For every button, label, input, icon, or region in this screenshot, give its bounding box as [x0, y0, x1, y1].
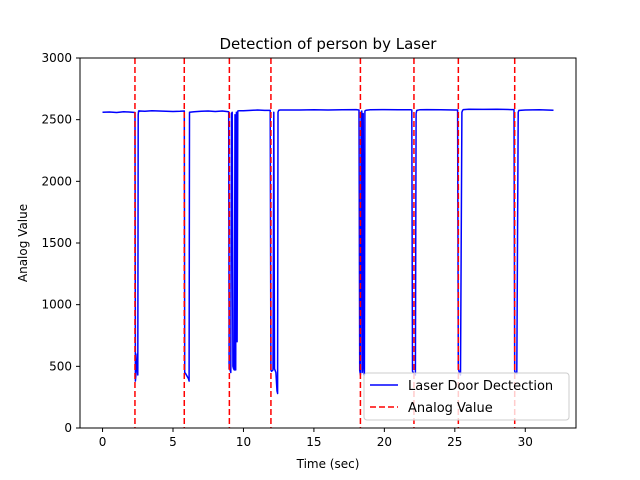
series-layer	[102, 58, 554, 428]
plot-background	[80, 58, 576, 428]
x-tick-label: 10	[236, 435, 251, 449]
x-axis-label: Time (sec)	[296, 457, 360, 471]
legend-label-laser: Laser Door Dectection	[408, 379, 553, 394]
plot-area	[80, 58, 576, 428]
x-tick-label: 0	[99, 435, 107, 449]
y-axis: 0 500 1000 1500 2000 2500 3000	[41, 51, 80, 435]
legend-label-analog: Analog Value	[408, 401, 493, 416]
x-tick-label: 25	[447, 435, 462, 449]
y-tick-label: 2000	[41, 174, 72, 188]
x-tick-label: 15	[306, 435, 321, 449]
y-tick-label: 3000	[41, 51, 72, 65]
y-tick-label: 1000	[41, 298, 72, 312]
x-tick-label: 5	[169, 435, 177, 449]
legend: Laser Door Dectection Analog Value	[363, 372, 570, 421]
y-tick-label: 0	[64, 421, 72, 435]
y-tick-label: 500	[49, 359, 72, 373]
chart-title: Detection of person by Laser	[220, 35, 438, 53]
y-tick-label: 1500	[41, 236, 72, 250]
x-tick-label: 20	[377, 435, 392, 449]
x-axis: 0 5 10 15 20 25 30	[99, 428, 533, 449]
y-tick-label: 2500	[41, 113, 72, 127]
y-axis-label: Analog Value	[16, 204, 30, 282]
x-tick-label: 30	[518, 435, 533, 449]
legend-box	[363, 372, 570, 421]
